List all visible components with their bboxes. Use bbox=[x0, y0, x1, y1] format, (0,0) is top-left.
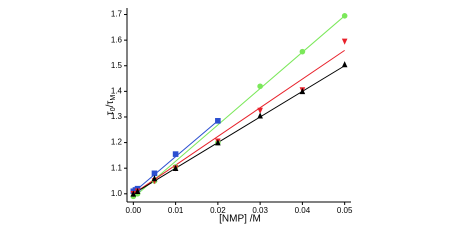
y-tick-label: 1.3 bbox=[111, 112, 123, 121]
x-tick-label: 0.03 bbox=[252, 206, 268, 215]
marker bbox=[341, 13, 348, 19]
y-tick-label: 1.2 bbox=[111, 138, 123, 147]
fit-line bbox=[133, 65, 345, 195]
x-axis-label: [NMP] /M bbox=[219, 214, 261, 225]
marker bbox=[215, 139, 221, 146]
x-tick-label: 0.04 bbox=[295, 206, 311, 215]
y-tick-label: 1.0 bbox=[111, 189, 123, 198]
y-axis-label: τ0/τM bbox=[105, 95, 117, 116]
y-tick-label: 1.5 bbox=[111, 61, 123, 70]
y-tick-label: 1.1 bbox=[111, 163, 123, 172]
x-tick-label: 0.05 bbox=[337, 206, 353, 215]
y-label-part: /τ bbox=[105, 101, 116, 108]
y-tick-label: 1.6 bbox=[111, 35, 123, 44]
marker bbox=[215, 118, 221, 124]
marker bbox=[151, 170, 158, 177]
marker bbox=[257, 107, 263, 114]
chart: [NMP] /M τ0/τM 1.0 1.1 1.2 1.3 1.4 1.5 1.6 1.7 0… bbox=[105, 8, 353, 225]
x-tick-label: 0.01 bbox=[168, 206, 184, 215]
marker bbox=[257, 112, 263, 119]
marker bbox=[172, 164, 179, 171]
marker bbox=[172, 151, 179, 157]
marker bbox=[341, 38, 348, 45]
x-tick-label: 0.00 bbox=[126, 206, 142, 215]
y-tick-label: 1.7 bbox=[111, 10, 123, 19]
y-label-part: τ bbox=[105, 111, 116, 115]
marker bbox=[134, 187, 141, 195]
marker bbox=[257, 83, 263, 90]
y-label-part: M bbox=[110, 95, 117, 101]
x-tick-label: 0.02 bbox=[210, 206, 226, 215]
y-tick-label: 1.4 bbox=[111, 86, 123, 95]
fit-line bbox=[133, 49, 345, 195]
marker bbox=[341, 61, 348, 68]
marker bbox=[130, 190, 137, 197]
fit-line bbox=[133, 15, 345, 199]
marker bbox=[151, 175, 158, 182]
y-label-part: 0 bbox=[110, 107, 117, 111]
marker bbox=[299, 48, 306, 55]
marker bbox=[299, 88, 306, 95]
